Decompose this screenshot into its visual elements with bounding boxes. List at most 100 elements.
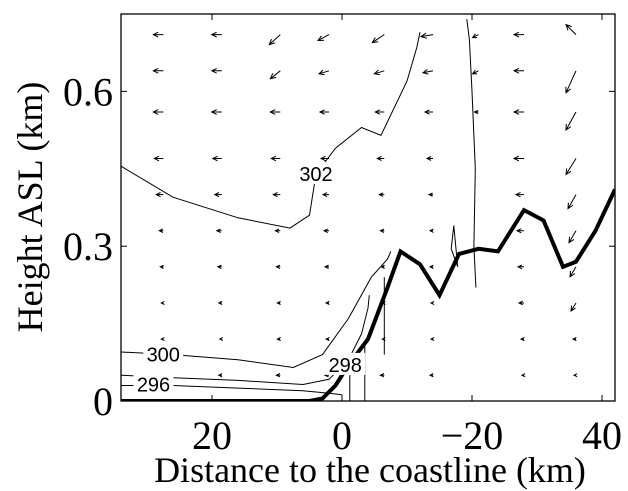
wind-arrow [429,337,435,342]
wind-arrow [565,158,577,176]
wind-arrow [519,336,525,342]
contour-label-bg [143,342,184,365]
plot-frame [120,13,616,402]
x-tick-label: 40 [582,413,622,458]
wind-arrow [379,373,385,378]
contour-line [121,31,421,229]
wind-arrow [316,34,330,42]
x-tick-label: 0 [332,413,352,458]
wind-arrow [152,31,164,38]
wind-arrow [275,264,281,270]
wind-arrow [269,70,281,80]
y-axis-title: Height ASL (km) [10,82,50,333]
wind-arrow [429,300,435,305]
wind-arrow [210,109,222,115]
wind-arrow [512,31,524,38]
x-tick-label: −20 [441,413,504,458]
wind-arrow [272,192,281,198]
wind-arrow [152,67,164,74]
wind-arrow [160,337,165,342]
wind-arrow [565,23,577,35]
wind-arrow [428,373,434,378]
contour-label-bg [296,161,336,184]
wind-arrow [269,109,281,115]
contour-line [121,295,370,386]
x-axis-title: Distance to the coastline (km) [154,450,586,490]
wind-arrow [423,109,433,115]
wind-arrow [374,109,385,115]
wind-arrow [512,67,524,74]
contour-label-bg [133,372,174,395]
contour-line [466,19,477,288]
contour-labels: 302 300 298 296 [133,161,366,396]
x-axis-ticks: 20 0 −20 40 [192,14,622,458]
wind-arrow [471,69,479,75]
y-tick-label: 0.6 [63,69,113,114]
wind-arrow [217,373,223,378]
wind-arrow [520,373,526,378]
temperature-contours [121,19,477,401]
wind-arrow [565,111,577,131]
wind-vector-field [152,23,578,378]
contour-label: 298 [329,355,362,377]
wind-arrow [318,109,329,115]
wind-arrow [268,34,281,46]
wind-arrow [276,336,281,342]
wind-arrow [211,155,222,162]
wind-arrow [516,264,524,270]
wind-arrow [517,300,524,306]
wind-arrow [210,31,222,38]
wind-arrow [155,192,164,198]
wind-arrow [428,264,434,269]
wind-arrow [159,264,164,269]
wind-arrow [216,264,222,270]
wind-arrow [323,264,329,270]
wind-arrow [570,302,577,312]
wind-arrow [153,155,164,162]
wind-arrow [270,155,281,162]
terrain-profile [121,188,615,401]
wind-arrow [317,69,330,76]
wind-arrow [324,336,330,342]
wind-arrow [571,336,577,342]
contour-label: 302 [299,164,332,186]
x-tick-label: 20 [192,413,232,458]
wind-arrow [276,300,281,306]
wind-arrow [569,266,577,278]
wind-arrow [275,373,281,378]
wind-arrow [565,70,577,94]
y-axis-ticks: 0 0.3 0.6 [63,69,615,424]
wind-arrow [380,264,385,269]
wind-arrow [210,67,222,74]
wind-arrow [217,300,223,306]
wind-arrow [567,194,577,210]
y-tick-label: 0.3 [63,224,113,269]
wind-arrow [419,32,434,39]
wind-arrow [425,156,433,161]
wind-arrow [371,34,385,44]
wind-arrow [473,109,479,115]
wind-arrow [515,228,524,234]
wind-arrow [160,300,165,305]
contour-line [121,251,392,369]
wind-arrow [421,69,434,75]
contour-label-bg [325,352,366,375]
y-tick-label: 0 [93,379,113,424]
wind-arrow [428,228,434,233]
contour-label: 300 [147,345,180,367]
wind-arrow [378,192,385,197]
wind-arrow [373,69,385,76]
wind-arrow [152,109,164,115]
wind-arrow [158,228,164,233]
wind-arrow [321,192,329,198]
wind-arrow [215,228,222,234]
terrain-line [121,188,615,401]
wind-arrow [324,300,330,306]
wind-arrow [322,228,329,234]
contour-label: 296 [137,374,170,396]
wind-arrow [213,192,222,198]
wind-arrow [568,230,577,244]
wind-arrow [514,191,524,198]
wind-arrow [512,109,524,115]
